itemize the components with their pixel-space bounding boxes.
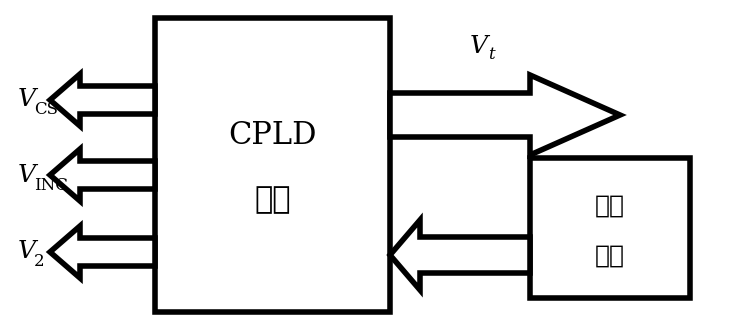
Text: V: V xyxy=(470,35,488,58)
Bar xyxy=(155,18,390,312)
Polygon shape xyxy=(50,226,155,278)
Text: V: V xyxy=(18,88,36,112)
Text: 时钟: 时钟 xyxy=(595,194,625,218)
Bar xyxy=(530,158,690,298)
Text: V: V xyxy=(18,241,36,263)
Text: INC: INC xyxy=(34,177,68,193)
Text: t: t xyxy=(488,46,495,63)
Text: 2: 2 xyxy=(34,253,45,271)
Text: CS: CS xyxy=(34,102,58,118)
Polygon shape xyxy=(50,149,155,201)
Text: 芯片: 芯片 xyxy=(254,185,291,214)
Text: V: V xyxy=(18,163,36,186)
Polygon shape xyxy=(390,75,620,155)
Text: CPLD: CPLD xyxy=(228,119,317,150)
Polygon shape xyxy=(50,74,155,126)
Text: 电路: 电路 xyxy=(595,244,625,268)
Polygon shape xyxy=(390,220,530,290)
